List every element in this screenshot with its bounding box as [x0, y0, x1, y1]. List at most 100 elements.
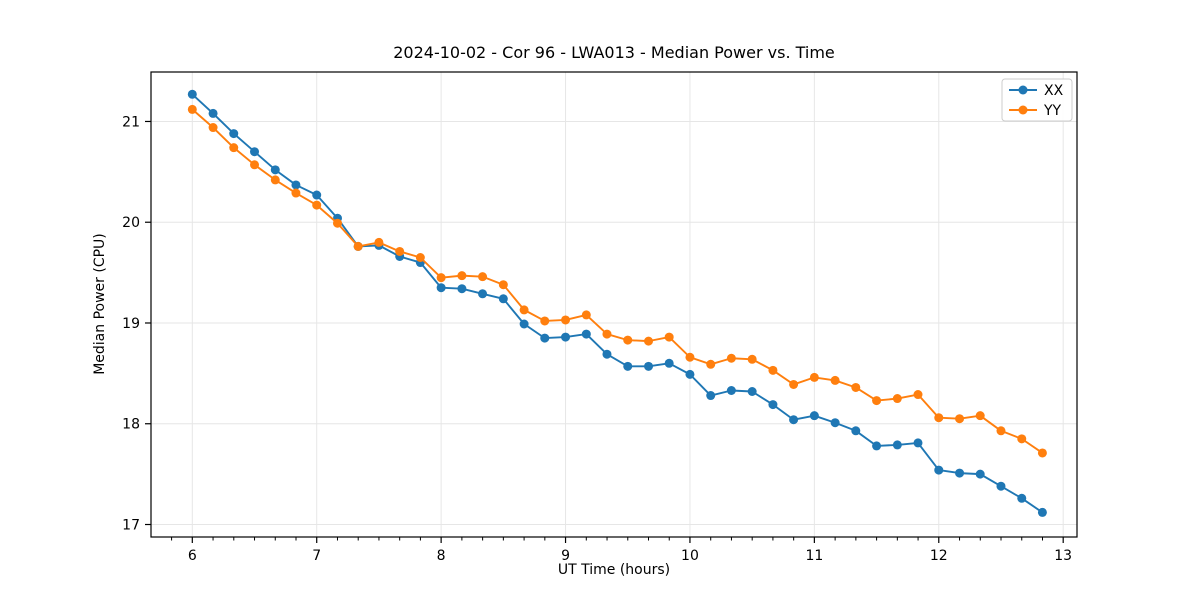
data-point-yy	[996, 426, 1006, 436]
data-point-xx	[955, 468, 965, 478]
data-point-yy	[685, 352, 695, 362]
data-point-yy	[291, 188, 301, 198]
data-point-yy	[809, 372, 819, 382]
data-point-yy	[312, 200, 322, 210]
y-tick-label: 20	[122, 215, 140, 231]
data-point-xx	[519, 319, 529, 329]
x-tick-label: 12	[930, 548, 948, 564]
data-point-yy	[332, 218, 342, 228]
data-point-yy	[747, 354, 757, 364]
x-tick-label: 13	[1054, 548, 1072, 564]
data-point-yy	[664, 332, 674, 342]
data-point-yy	[498, 280, 508, 290]
data-point-yy	[540, 316, 550, 326]
data-point-xx	[1037, 507, 1047, 517]
data-point-yy	[478, 272, 488, 282]
data-point-yy	[830, 375, 840, 385]
legend-marker-xx	[1018, 85, 1028, 95]
y-axis-label: Median Power (CPU)	[92, 233, 108, 375]
x-tick-label: 9	[561, 548, 570, 564]
data-point-xx	[768, 400, 778, 410]
data-point-yy	[395, 246, 405, 256]
data-point-xx	[934, 465, 944, 475]
x-axis-label: UT Time (hours)	[558, 562, 670, 578]
data-point-yy	[789, 379, 799, 389]
data-point-yy	[726, 353, 736, 363]
legend-label-yy: YY	[1043, 103, 1062, 119]
data-point-xx	[913, 438, 923, 448]
data-point-yy	[250, 160, 260, 170]
data-point-yy	[1037, 448, 1047, 458]
grid-lines	[151, 72, 1077, 537]
data-point-yy	[955, 414, 965, 424]
data-point-xx	[726, 385, 736, 395]
data-point-yy	[768, 365, 778, 375]
x-tick-label: 6	[188, 548, 197, 564]
data-point-xx	[685, 369, 695, 379]
data-point-yy	[353, 241, 363, 251]
data-point-yy	[975, 411, 985, 421]
data-point-xx	[270, 165, 280, 175]
data-point-yy	[229, 143, 239, 153]
data-point-yy	[581, 310, 591, 320]
data-point-xx	[789, 415, 799, 425]
data-point-yy	[187, 104, 197, 114]
plot-border	[150, 71, 1078, 538]
data-point-yy	[519, 305, 529, 315]
data-point-xx	[809, 411, 819, 421]
data-point-xx	[664, 358, 674, 368]
data-point-yy	[1017, 434, 1027, 444]
series-line-yy	[191, 108, 1043, 454]
data-point-xx	[872, 441, 882, 451]
data-point-yy	[374, 237, 384, 247]
data-point-xx	[581, 329, 591, 339]
data-point-yy	[602, 329, 612, 339]
data-point-xx	[830, 418, 840, 428]
legend: XX YY	[1001, 78, 1073, 122]
data-point-yy	[644, 336, 654, 346]
data-point-yy	[623, 335, 633, 345]
data-point-xx	[291, 180, 301, 190]
x-tick-label: 7	[312, 548, 321, 564]
data-point-yy	[457, 271, 467, 281]
data-point-xx	[851, 426, 861, 436]
data-point-yy	[436, 273, 446, 283]
data-point-xx	[975, 469, 985, 479]
x-tick-label: 10	[681, 548, 699, 564]
data-point-xx	[229, 129, 239, 139]
data-point-xx	[561, 332, 571, 342]
data-point-xx	[250, 147, 260, 157]
data-point-xx	[478, 289, 488, 299]
y-tick-label: 17	[122, 518, 140, 534]
legend-marker-yy	[1018, 105, 1028, 115]
data-point-xx	[747, 387, 757, 397]
data-point-xx	[436, 283, 446, 293]
data-series-layer	[187, 89, 1047, 517]
y-tick-label: 21	[122, 114, 140, 130]
series-line-xx	[191, 93, 1043, 514]
data-point-xx	[208, 108, 218, 118]
x-tick-label: 11	[805, 548, 823, 564]
data-point-xx	[996, 481, 1006, 491]
data-point-yy	[913, 390, 923, 400]
data-point-xx	[457, 284, 467, 294]
data-point-xx	[540, 333, 550, 343]
data-point-yy	[706, 359, 716, 369]
data-point-xx	[187, 89, 197, 99]
data-point-yy	[561, 315, 571, 325]
x-tick-label: 8	[437, 548, 446, 564]
axis-ticks: 6 7 8 9 10 11 12 13 17 18 19 20 21	[122, 114, 1072, 564]
data-point-yy	[872, 396, 882, 406]
y-tick-label: 19	[122, 316, 140, 332]
data-point-xx	[706, 391, 716, 401]
data-point-yy	[934, 413, 944, 423]
data-point-xx	[623, 361, 633, 371]
data-point-xx	[1017, 493, 1027, 503]
data-point-yy	[415, 252, 425, 262]
data-point-yy	[892, 394, 902, 404]
legend-label-xx: XX	[1044, 83, 1064, 99]
data-point-xx	[312, 190, 322, 200]
data-point-xx	[644, 361, 654, 371]
